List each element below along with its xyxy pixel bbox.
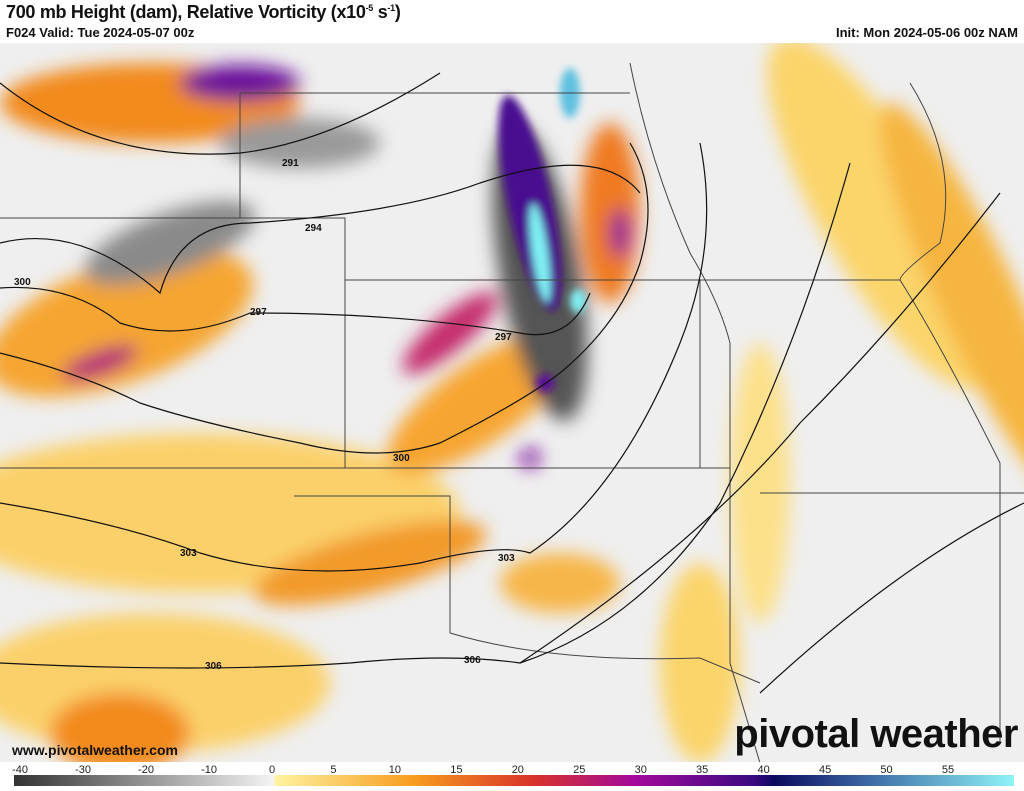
- init-time: Init: Mon 2024-05-06 00z NAM: [835, 25, 1018, 40]
- colorbar-tick-label: 25: [573, 764, 586, 776]
- colorbar-tick-label: -40: [12, 764, 28, 776]
- height-contours: [0, 72, 1024, 694]
- colorbar: -40 -30 -20 -10 0 5 10 15 20 25 30 35 40 45 50 55: [0, 762, 1024, 791]
- contour-label: 306: [205, 661, 222, 672]
- valid-time: F024 Valid: Tue 2024-05-07 00z: [6, 25, 195, 40]
- colorbar-tick-label: 40: [757, 764, 770, 776]
- pivotal-weather-logo: pivotal weather: [734, 712, 1018, 756]
- colorbar-gradient: [14, 775, 1014, 786]
- contour-label: 306: [464, 655, 481, 666]
- colorbar-tick-label: 10: [388, 764, 402, 776]
- colorbar-tick-label: -20: [138, 764, 154, 776]
- colorbar-tick-label: 45: [818, 764, 832, 776]
- colorbar-tick-label: 35: [696, 764, 709, 776]
- state-borders: [0, 62, 1024, 762]
- colorbar-tick-label: 55: [941, 764, 955, 776]
- contour-label: 297: [250, 307, 267, 318]
- colorbar-tick-label: 50: [880, 764, 893, 776]
- colorbar-tick-label: 30: [634, 764, 647, 776]
- contour-label: 303: [180, 548, 197, 559]
- contour-label: 303: [498, 553, 515, 564]
- contour-labels: 291 294 297 300 297 300 303 303 306 306: [14, 158, 515, 672]
- colorbar-tick-label: 0: [268, 764, 276, 776]
- contour-label: 294: [305, 223, 322, 234]
- weather-map: 291 294 297 300 297 300 303 303 306 306: [0, 43, 1024, 762]
- contour-label: 300: [14, 277, 31, 288]
- contour-label: 297: [495, 332, 512, 343]
- colorbar-tick-label: 20: [511, 764, 524, 776]
- vorticity-max: [498, 68, 586, 392]
- colorbar-tick-label: -10: [201, 764, 217, 776]
- colorbar-tick-label: 15: [450, 764, 463, 776]
- credit-url: www.pivotalweather.com: [12, 742, 178, 758]
- contour-label: 300: [393, 453, 410, 464]
- chart-title: 700 mb Height (dam), Relative Vorticity …: [6, 2, 401, 22]
- contour-label: 291: [282, 158, 299, 169]
- colorbar-tick-label: -30: [75, 764, 91, 776]
- colorbar-tick-label: 5: [330, 764, 337, 776]
